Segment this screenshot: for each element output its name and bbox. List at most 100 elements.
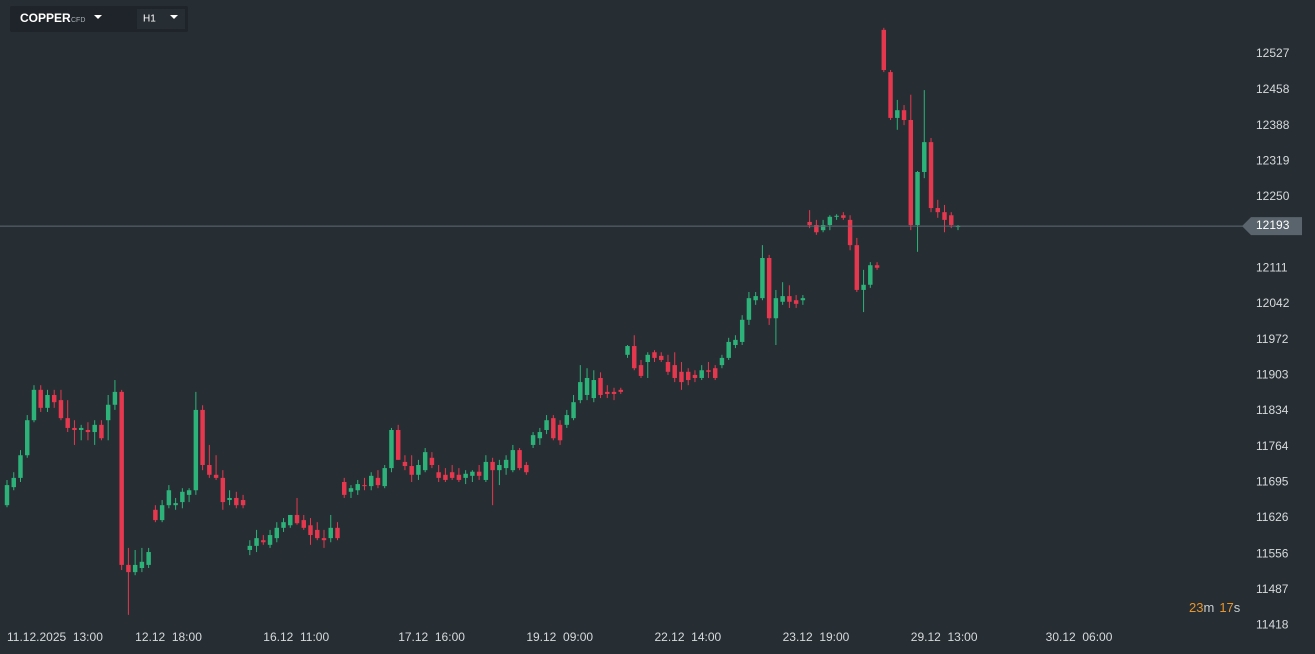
candle-body — [355, 484, 360, 491]
candle-body — [679, 371, 684, 383]
candle-body — [261, 540, 266, 543]
candle-body — [254, 538, 259, 546]
candle-body — [712, 368, 718, 378]
candle-body — [51, 394, 57, 403]
candle-body — [868, 265, 873, 285]
candle-body — [308, 525, 313, 536]
y-tick-label: 12458 — [1256, 82, 1290, 96]
countdown-minutes: 23 — [1189, 600, 1203, 615]
candle-body — [928, 142, 934, 209]
candle-body — [746, 298, 752, 320]
candle-body — [847, 219, 853, 246]
candle-body — [389, 429, 394, 469]
candle-body — [490, 461, 495, 471]
candle-body — [247, 545, 253, 550]
candle-body — [348, 488, 354, 492]
candle-body — [227, 497, 232, 501]
candle-body — [368, 475, 374, 487]
timeframe[interactable]: H1 — [143, 14, 156, 25]
last-price-label: 12193 — [1256, 218, 1290, 232]
candle-body — [739, 319, 745, 342]
last-price-tag — [1242, 217, 1302, 236]
candle-body — [294, 514, 300, 524]
candle-body — [159, 505, 165, 521]
candle-body — [119, 391, 124, 565]
candle-body — [672, 365, 677, 378]
x-tick-label: 16.12 11:00 — [263, 630, 329, 644]
candle-body — [234, 497, 239, 506]
candle-body — [173, 503, 178, 506]
candle-body — [166, 490, 172, 506]
candle-body — [449, 472, 455, 478]
candle-body — [773, 298, 779, 319]
candle-body — [517, 450, 522, 469]
candle-body — [18, 455, 23, 478]
candle-body — [436, 472, 441, 478]
candle-body — [301, 520, 306, 528]
candle-body — [186, 490, 192, 495]
y-tick-label: 12250 — [1256, 189, 1290, 203]
candle-body — [530, 435, 536, 445]
candle-body — [584, 377, 590, 395]
candle-body — [659, 355, 664, 360]
candle-body — [25, 420, 30, 456]
candle-body — [422, 452, 428, 471]
candle-body — [706, 370, 711, 372]
symbol-dropdown[interactable] — [94, 15, 102, 19]
candle-body — [881, 29, 887, 71]
candle-body — [942, 212, 947, 220]
x-tick-label: 19.12 09:00 — [526, 630, 593, 644]
candle-body — [456, 474, 462, 480]
countdown-unit: s — [1234, 600, 1241, 615]
candle-body — [719, 357, 725, 366]
x-tick-label: 17.12 16:00 — [398, 630, 465, 644]
plot-area: 11418 11487 11556 11626 11695 11764 11834 11903… — [0, 27, 1302, 644]
candle-body — [578, 382, 583, 401]
candle-body — [861, 284, 866, 290]
candle-body — [99, 424, 104, 439]
x-tick-label: 23.12 19:00 — [783, 630, 850, 644]
candle-body — [78, 427, 84, 430]
toolbar: COPPER CFD H1 — [10, 6, 188, 32]
candle-body — [240, 500, 246, 506]
candle-body — [699, 370, 704, 378]
candle-body — [780, 296, 785, 302]
candle-body — [132, 564, 138, 573]
candle-body — [139, 561, 145, 569]
candle-body — [193, 409, 199, 491]
candle-body — [281, 522, 286, 528]
candle-body — [544, 420, 549, 430]
candle-body — [429, 457, 435, 466]
candle-body — [652, 352, 657, 358]
candle-body — [766, 257, 772, 319]
candle-body — [45, 394, 50, 408]
candle-body — [895, 110, 900, 118]
y-tick-label: 12042 — [1256, 296, 1290, 310]
y-tick-label: 11903 — [1256, 368, 1289, 382]
y-tick-label: 11418 — [1256, 617, 1289, 631]
candle-body — [908, 119, 914, 226]
candle-body — [126, 564, 131, 573]
candle-body — [605, 391, 610, 394]
symbol[interactable]: COPPER — [20, 11, 71, 25]
candle-body — [105, 404, 111, 421]
candle-body — [841, 215, 846, 218]
candle-body — [551, 418, 556, 439]
candle-body — [153, 509, 158, 521]
candle-body — [510, 450, 516, 471]
timeframe-box[interactable] — [137, 9, 185, 29]
candle-body — [92, 424, 97, 433]
candle-body — [72, 427, 77, 430]
candle-body — [362, 485, 367, 487]
candle-body — [638, 365, 644, 376]
y-tick-label: 11972 — [1256, 332, 1289, 346]
candle-body — [760, 257, 765, 299]
candle-body — [787, 296, 792, 302]
candle-body — [557, 424, 563, 441]
candle-body — [854, 245, 860, 290]
candle-body — [11, 477, 16, 488]
timeframe-dropdown[interactable] — [170, 15, 178, 19]
y-tick-label: 11556 — [1256, 546, 1289, 560]
